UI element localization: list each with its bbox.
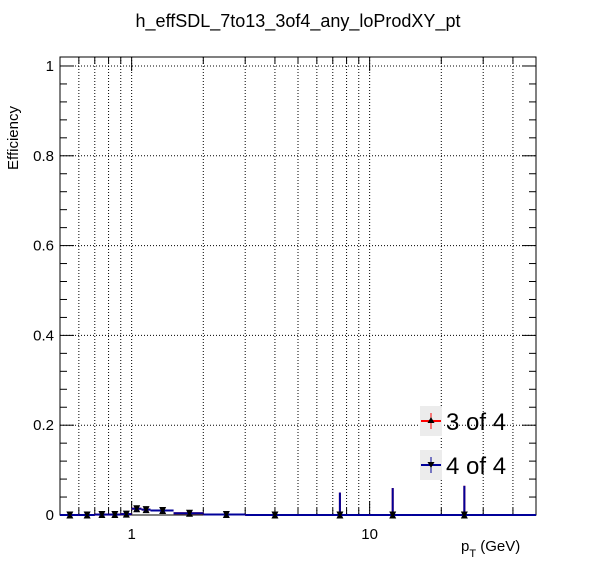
y-tick-label: 0 bbox=[46, 507, 54, 524]
y-tick-label: 1 bbox=[46, 58, 54, 75]
data-point bbox=[336, 511, 344, 519]
data-point bbox=[83, 511, 91, 519]
data-point bbox=[460, 511, 468, 519]
x-axis-label-unit: (GeV) bbox=[476, 538, 520, 555]
axis-ticks bbox=[59, 57, 537, 516]
data-point bbox=[222, 511, 230, 519]
legend-label-series-1: 3 of 4 bbox=[446, 409, 506, 436]
x-tick-label: 10 bbox=[361, 526, 378, 543]
data-point bbox=[66, 511, 74, 519]
series-layer bbox=[60, 485, 536, 519]
y-tick-label: 0.4 bbox=[33, 327, 54, 344]
y-tick-label: 0.8 bbox=[33, 148, 54, 165]
grid bbox=[60, 57, 536, 515]
chart-title: h_effSDL_7to13_3of4_any_loProdXY_pt bbox=[136, 11, 461, 32]
data-point bbox=[271, 511, 279, 519]
x-axis-label-main: p bbox=[461, 538, 469, 555]
y-tick-label: 0.2 bbox=[33, 417, 54, 434]
data-point bbox=[122, 510, 130, 518]
data-point bbox=[185, 509, 193, 517]
data-point bbox=[98, 511, 106, 519]
x-axis-label: pT (GeV) bbox=[461, 538, 520, 560]
y-axis-label: Efficiency bbox=[5, 106, 22, 170]
y-tick-label: 0.6 bbox=[33, 238, 54, 255]
series-2 bbox=[60, 485, 536, 519]
legend-marker-series-1 bbox=[427, 417, 435, 423]
x-axis-label-sub: T bbox=[469, 548, 476, 560]
tick-labels: 1 10 0 0.2 0.4 0.6 0.8 1 bbox=[33, 58, 378, 543]
data-point bbox=[389, 511, 397, 519]
legend-marker-series-2 bbox=[427, 462, 435, 468]
data-point bbox=[133, 505, 141, 513]
data-point bbox=[142, 506, 150, 514]
legend: 3 of 4 4 of 4 bbox=[420, 406, 506, 480]
data-point bbox=[159, 507, 167, 515]
legend-label-series-2: 4 of 4 bbox=[446, 453, 506, 480]
data-point bbox=[111, 511, 119, 519]
x-tick-label: 1 bbox=[127, 526, 135, 543]
